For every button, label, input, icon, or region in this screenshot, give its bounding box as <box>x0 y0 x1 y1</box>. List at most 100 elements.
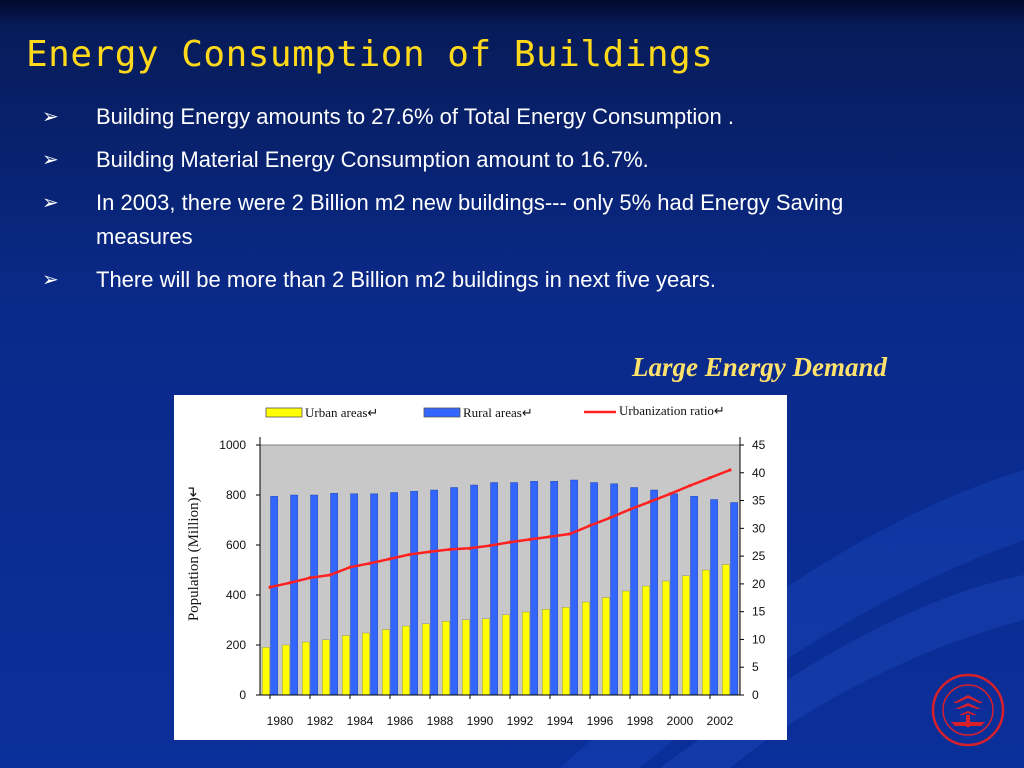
y-tick-label: 200 <box>226 638 246 652</box>
y-tick-label: 400 <box>226 588 246 602</box>
arrow-bullet-icon: ➢ <box>42 269 59 291</box>
rural-bar <box>390 492 398 696</box>
ratio-point <box>708 476 712 480</box>
urban-bar <box>642 585 650 696</box>
ratio-point <box>368 561 372 565</box>
ratio-point <box>268 585 272 589</box>
ratio-point <box>688 483 692 488</box>
rural-bar <box>530 481 538 696</box>
rural-bar <box>290 494 298 696</box>
legend-label-rural: Rural areas↵ <box>463 405 533 420</box>
y2-tick-label: 5 <box>752 660 759 674</box>
urban-bar <box>662 580 670 696</box>
bullet-text: Building Energy amounts to 27.6% of Tota… <box>96 104 734 129</box>
ratio-point <box>548 535 552 539</box>
university-logo <box>931 673 1005 747</box>
urban-bar <box>322 639 330 696</box>
ratio-point <box>528 537 532 542</box>
ratio-point <box>328 573 332 577</box>
ratio-point <box>408 552 412 557</box>
ratio-point <box>588 523 592 528</box>
y2-tick-label: 40 <box>752 466 766 480</box>
urban-bar <box>602 597 610 696</box>
bullet-item: ➢ Building Material Energy Consumption am… <box>42 143 962 177</box>
x-tick-label: 1982 <box>307 714 334 728</box>
legend-swatch-rural <box>423 407 461 418</box>
x-tick-label: 2002 <box>707 714 734 728</box>
urban-bar <box>522 611 530 696</box>
rural-bar <box>670 493 678 696</box>
bullet-item: ➢ There will be more than 2 Billion m2 bu… <box>42 263 962 297</box>
urban-bar <box>702 569 710 696</box>
slide-top-band <box>0 0 1024 26</box>
rural-bar <box>710 499 718 696</box>
urban-bar <box>302 641 310 696</box>
y2-tick-label: 10 <box>752 632 766 646</box>
bullet-list: ➢ Building Energy amounts to 27.6% of Tot… <box>42 100 962 306</box>
rural-bar <box>310 494 318 696</box>
y2-tick-label: 35 <box>752 494 766 508</box>
x-tick-label: 2000 <box>667 714 694 728</box>
x-tick-label: 1990 <box>467 714 494 728</box>
urban-bar <box>342 635 350 696</box>
x-tick-label: 1998 <box>627 714 654 728</box>
ratio-point <box>488 543 492 548</box>
axes-group: 0 200 400 600 800 1000 0 5 10 15 20 25 30 35 40 45 1980 1… <box>219 437 766 728</box>
ratio-point <box>568 532 572 536</box>
urban-bar <box>562 607 570 696</box>
rural-bar <box>550 481 558 696</box>
urban-bar <box>442 621 450 696</box>
urban-bar <box>362 632 370 696</box>
chart-svg: Urban areas↵ Rural areas↵ Urbanization r… <box>186 403 766 728</box>
ratio-point <box>308 576 312 580</box>
y-tick-label: 1000 <box>219 438 246 452</box>
ratio-point <box>668 492 672 496</box>
slide-title: Energy Consumption of Buildings <box>26 34 714 75</box>
legend-label-ratio: Urbanization ratio↵ <box>619 403 725 418</box>
ratio-point <box>468 546 472 550</box>
x-tick-label: 1996 <box>587 714 614 728</box>
y-tick-label: 0 <box>239 688 246 702</box>
rural-bar <box>570 479 578 696</box>
rural-bar <box>410 491 418 696</box>
urban-bar <box>502 614 510 696</box>
x-tick-label: 1986 <box>387 714 414 728</box>
y2-tick-label: 15 <box>752 605 766 619</box>
rural-bar <box>430 489 438 696</box>
rural-bar <box>470 484 478 696</box>
urban-bar <box>422 623 430 696</box>
urban-bar <box>622 590 630 696</box>
ratio-point <box>728 468 732 472</box>
y-tick-label: 800 <box>226 488 246 502</box>
rural-bar <box>590 482 598 696</box>
population-chart: Urban areas↵ Rural areas↵ Urbanization r… <box>174 395 787 740</box>
x-tick-label: 1984 <box>347 714 374 728</box>
urban-bar <box>462 619 470 696</box>
bullet-item: ➢ Building Energy amounts to 27.6% of Tot… <box>42 100 962 134</box>
y2-tick-label: 0 <box>752 688 759 702</box>
urban-bar <box>382 629 390 696</box>
ratio-point <box>608 516 612 520</box>
ratio-point <box>508 540 512 544</box>
x-tick-label: 1980 <box>267 714 294 728</box>
urban-bar <box>682 575 690 696</box>
rural-bar <box>490 482 498 696</box>
rural-bar <box>730 502 738 696</box>
urban-bar <box>282 644 290 696</box>
y2-tick-label: 25 <box>752 549 766 563</box>
bullet-item: ➢ In 2003, there were 2 Billion m2 new bu… <box>42 186 896 254</box>
y2-tick-label: 30 <box>752 521 766 535</box>
x-tick-label: 1994 <box>547 714 574 728</box>
urban-bar <box>262 647 270 696</box>
ratio-point <box>388 557 392 561</box>
y-axis-label: Population (Million)↵ <box>186 485 202 621</box>
legend-label-urban: Urban areas↵ <box>305 405 378 420</box>
rural-bar <box>370 493 378 696</box>
ratio-point <box>628 507 632 512</box>
urban-bar <box>402 625 410 696</box>
bars-group <box>262 479 738 696</box>
rural-bar <box>270 496 278 696</box>
arrow-bullet-icon: ➢ <box>42 192 59 214</box>
ratio-point <box>648 500 652 504</box>
y2-tick-label: 20 <box>752 577 766 591</box>
